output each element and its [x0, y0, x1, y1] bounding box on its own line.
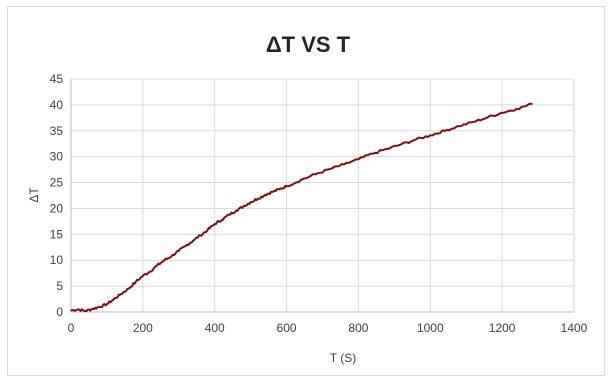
y-tick-label: 35: [50, 124, 64, 138]
gridlines: [71, 78, 575, 312]
data-point: [443, 129, 446, 132]
data-point: [91, 308, 94, 310]
data-point: [386, 148, 388, 150]
data-point: [106, 303, 108, 306]
x-tick-label: 400: [205, 321, 225, 335]
tick-labels: 0 5 10 15 20 25 30 35 40 45 0 200 400 600 800 1000 1200 1…: [50, 72, 588, 335]
series-line-0: [70, 102, 533, 313]
data-point: [372, 152, 374, 155]
data-point: [257, 197, 259, 200]
data-point: [185, 244, 187, 247]
data-point: [213, 223, 216, 225]
axes: [70, 79, 574, 313]
y-axis-title: ΔT: [27, 187, 41, 203]
data-point: [264, 194, 266, 196]
data-point: [242, 205, 245, 208]
y-tick-label: 30: [50, 150, 64, 164]
data-point: [98, 306, 101, 308]
data-point: [120, 293, 123, 295]
x-tick-label: 1200: [489, 321, 516, 335]
data-point: [271, 191, 274, 193]
data-point: [235, 209, 238, 212]
x-tick-label: 200: [133, 321, 153, 335]
data-point: [177, 250, 180, 252]
data-point: [343, 163, 345, 166]
chart-title: ΔT VS T: [266, 32, 351, 57]
x-tick-label: 0: [68, 321, 75, 335]
data-point: [192, 239, 194, 242]
series-layer: [70, 102, 533, 313]
data-point: [314, 173, 317, 176]
data-point: [142, 274, 144, 277]
data-point: [415, 138, 417, 141]
data-point: [531, 103, 533, 105]
data-point: [278, 188, 281, 191]
data-point: [228, 213, 230, 216]
data-point: [501, 111, 503, 114]
y-tick-label: 10: [50, 253, 64, 267]
data-point: [458, 125, 460, 127]
y-tick-label: 0: [56, 305, 63, 319]
chart-frame: 0 5 10 15 20 25 30 35 40 45 0 200 400 600 800 1000 1200 1…: [7, 6, 605, 376]
data-point: [285, 185, 288, 187]
data-point: [429, 134, 432, 137]
data-point: [77, 308, 79, 311]
x-tick-label: 600: [277, 321, 297, 335]
line-chart: 0 5 10 15 20 25 30 35 40 45 0 200 400 600 800 1000 1200 1…: [27, 32, 588, 365]
x-axis-title: T (S): [330, 351, 356, 365]
data-point: [170, 255, 173, 257]
data-point: [400, 143, 403, 146]
data-point: [249, 201, 252, 204]
y-tick-label: 15: [50, 227, 64, 241]
data-point: [472, 121, 475, 123]
data-point: [199, 234, 202, 237]
data-point: [163, 259, 166, 262]
data-point: [221, 219, 223, 221]
data-point: [515, 108, 518, 110]
y-tick-label: 25: [50, 176, 64, 190]
y-tick-label: 20: [50, 201, 64, 215]
x-tick-label: 1000: [417, 321, 444, 335]
data-point: [127, 287, 130, 290]
data-point: [84, 310, 87, 312]
x-tick-label: 1400: [561, 321, 588, 335]
y-tick-label: 45: [50, 72, 64, 86]
data-point: [156, 264, 159, 267]
data-point: [486, 116, 489, 119]
data-point: [134, 281, 137, 283]
data-point: [300, 179, 302, 181]
data-point: [149, 270, 151, 273]
x-tick-label: 800: [348, 321, 368, 335]
data-point: [70, 309, 72, 312]
data-point: [328, 168, 331, 170]
y-tick-label: 40: [50, 98, 64, 112]
y-tick-label: 5: [56, 279, 63, 293]
data-point: [113, 298, 115, 300]
data-point: [206, 229, 209, 231]
data-point: [357, 158, 360, 161]
